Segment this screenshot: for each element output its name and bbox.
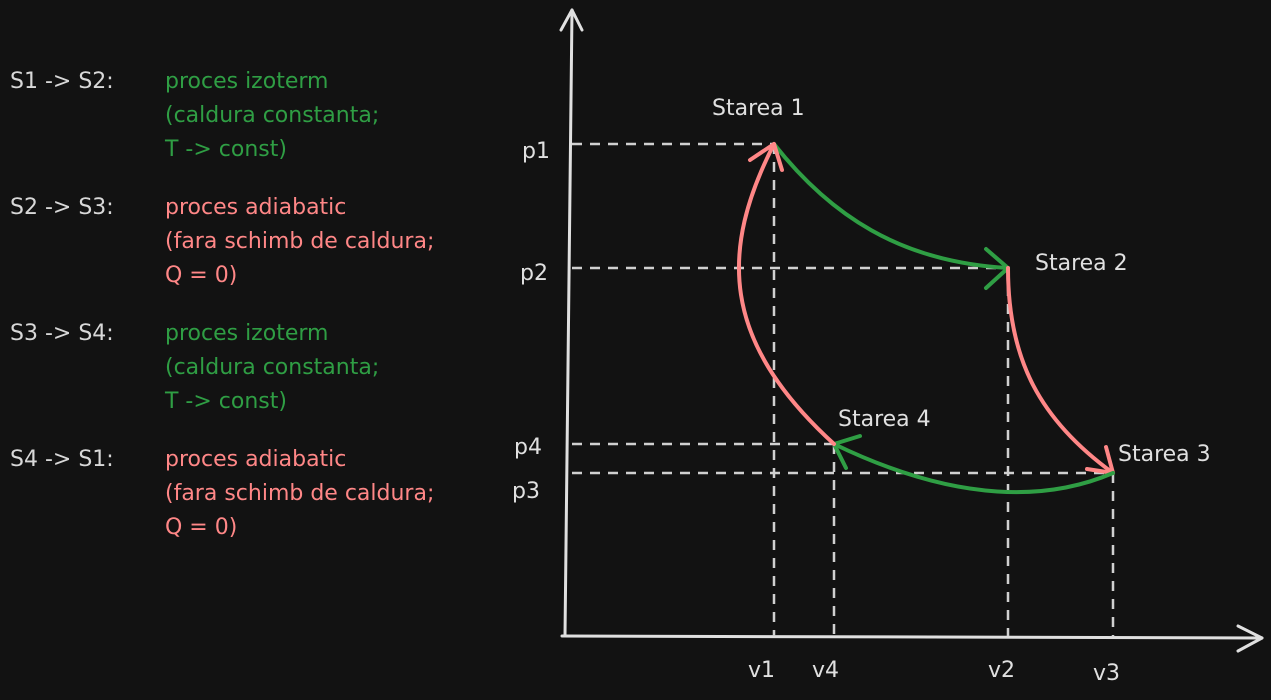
pressure-label-p2: p2 [520, 261, 548, 286]
state-label-3: Starea 3 [1118, 442, 1211, 467]
volume-label-v1: v1 [748, 658, 775, 683]
pressure-label-p3: p3 [512, 479, 540, 504]
state-label-4: Starea 4 [838, 407, 931, 432]
legend-line: (fara schimb de caldura; [165, 481, 435, 506]
y-axis [563, 8, 574, 637]
state-label-1: Starea 1 [712, 96, 805, 121]
legend-line: Q = 0) [165, 263, 238, 288]
curve-s4-s1 [736, 142, 836, 446]
legend-s2-s3: S2 -> S3: proces adiabatic (fara schimb … [10, 191, 434, 293]
legend-line: proces adiabatic [165, 195, 347, 220]
legend-s3-s4: S3 -> S4: proces izoterm (caldura consta… [10, 317, 379, 419]
legend-description: proces izoterm (caldura constanta; T -> … [165, 317, 379, 419]
legend-description: proces adiabatic (fara schimb de caldura… [165, 191, 434, 293]
legend-line: proces izoterm [165, 69, 329, 94]
x-axis [560, 634, 1264, 640]
legend-key: S3 -> S4: [10, 321, 114, 346]
legend-key: S4 -> S1: [10, 447, 114, 472]
legend-line: T -> const) [165, 389, 287, 414]
x-axis-arrowhead [1236, 624, 1264, 653]
legend-description: proces izoterm (caldura constanta; T -> … [165, 65, 379, 167]
volume-label-v4: v4 [812, 658, 839, 683]
state-label-2: Starea 2 [1035, 251, 1128, 276]
legend-line: T -> const) [165, 137, 287, 162]
volume-label-v2: v2 [988, 658, 1015, 683]
curve-s1-s2 [772, 142, 1010, 270]
curve-s3-s4 [832, 442, 1115, 495]
legend-line: proces adiabatic [165, 447, 347, 472]
legend-line: (caldura constanta; [165, 103, 380, 128]
pressure-label-p4: p4 [514, 435, 542, 460]
legend-key: S2 -> S3: [10, 195, 114, 220]
arrowhead-s1 [748, 142, 784, 172]
volume-label-v3: v3 [1093, 661, 1120, 686]
legend-key: S1 -> S2: [10, 69, 114, 94]
curve-s2-s3 [1006, 266, 1115, 475]
legend-line: (caldura constanta; [165, 355, 380, 380]
legend-line: proces izoterm [165, 321, 329, 346]
legend-description: proces adiabatic (fara schimb de caldura… [165, 443, 434, 545]
legend-line: Q = 0) [165, 515, 238, 540]
legend-s4-s1: S4 -> S1: proces adiabatic (fara schimb … [10, 443, 434, 545]
axes [559, 8, 1264, 653]
legend-line: (fara schimb de caldura; [165, 229, 435, 254]
y-axis-arrowhead [559, 8, 584, 32]
pressure-label-p1: p1 [522, 139, 550, 164]
guide-lines [572, 142, 1115, 636]
legend-s1-s2: S1 -> S2: proces izoterm (caldura consta… [10, 65, 379, 167]
